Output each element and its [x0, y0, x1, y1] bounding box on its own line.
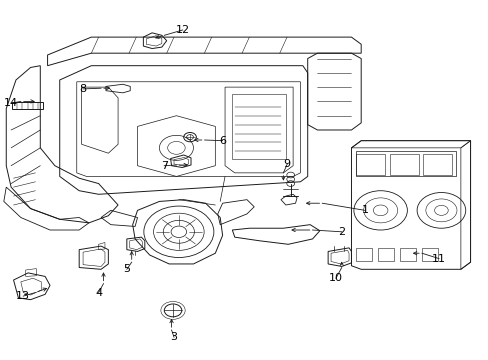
Text: 14: 14 — [4, 98, 18, 108]
Text: 1: 1 — [361, 205, 368, 215]
Text: 7: 7 — [161, 161, 167, 171]
Text: 13: 13 — [16, 291, 30, 301]
Text: 3: 3 — [170, 332, 177, 342]
Text: 9: 9 — [283, 159, 290, 169]
Text: 4: 4 — [95, 288, 102, 297]
Text: 10: 10 — [328, 273, 342, 283]
Text: 12: 12 — [175, 25, 189, 35]
Text: 5: 5 — [123, 264, 130, 274]
Text: 6: 6 — [219, 136, 225, 146]
Text: 2: 2 — [338, 227, 345, 237]
Text: 11: 11 — [431, 253, 445, 264]
Text: 8: 8 — [80, 84, 86, 94]
